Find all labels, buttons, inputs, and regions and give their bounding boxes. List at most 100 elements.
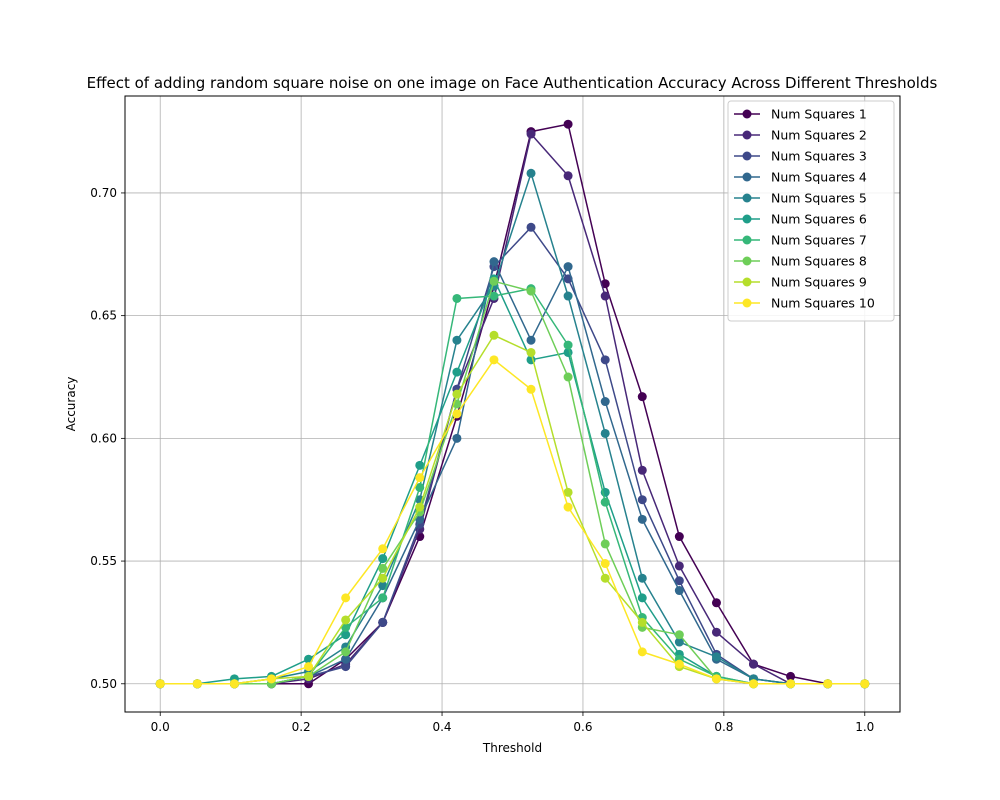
data-point xyxy=(378,544,388,554)
data-point xyxy=(600,539,610,549)
data-point xyxy=(674,576,684,586)
data-point xyxy=(304,662,314,672)
data-point xyxy=(563,372,573,382)
data-point xyxy=(600,279,610,289)
legend-entry: Num Squares 6 xyxy=(734,212,867,227)
chart-title: Effect of adding random square noise on … xyxy=(87,74,938,92)
data-point xyxy=(229,679,239,689)
data-point xyxy=(489,276,499,286)
data-point xyxy=(600,559,610,569)
legend-marker xyxy=(742,298,752,308)
data-point xyxy=(489,355,499,365)
data-point xyxy=(452,389,462,399)
legend-label: Num Squares 3 xyxy=(771,149,867,164)
data-point xyxy=(452,433,462,443)
data-point xyxy=(452,409,462,419)
axis-ticks: 0.0 0.2 0.4 0.6 0.8 1.0 0.50 0.55 0.60 0.65 0.70 xyxy=(90,186,874,734)
legend-label: Num Squares 7 xyxy=(771,233,867,248)
data-point xyxy=(378,573,388,583)
x-tick-label: 1.0 xyxy=(855,720,874,734)
series-line xyxy=(160,172,865,685)
x-tick-label: 0.6 xyxy=(573,720,592,734)
data-point xyxy=(341,593,351,603)
data-point xyxy=(563,487,573,497)
legend-label: Num Squares 2 xyxy=(771,128,867,143)
data-point xyxy=(378,563,388,573)
data-point xyxy=(378,617,388,627)
plot-area-frame xyxy=(124,95,901,713)
legend-entry: Num Squares 7 xyxy=(734,233,867,248)
series-10 xyxy=(155,355,870,689)
data-point xyxy=(526,222,536,232)
data-point xyxy=(415,460,425,470)
legend-entry: Num Squares 2 xyxy=(734,128,867,143)
data-point xyxy=(674,659,684,669)
data-point xyxy=(526,286,536,296)
data-point xyxy=(711,674,721,684)
data-point xyxy=(674,532,684,542)
legend-box xyxy=(727,100,895,322)
data-point xyxy=(823,679,833,689)
data-point xyxy=(304,671,314,681)
data-point xyxy=(600,355,610,365)
data-point xyxy=(674,630,684,640)
data-point xyxy=(600,428,610,438)
data-point xyxy=(526,384,536,394)
y-axis-label: Accuracy xyxy=(64,377,78,432)
data-point xyxy=(489,291,499,301)
data-point xyxy=(489,330,499,340)
data-point xyxy=(378,593,388,603)
data-point xyxy=(415,473,425,483)
legend: Num Squares 1 Num Squares 2 Num Squares 3 N… xyxy=(727,100,895,322)
data-point xyxy=(415,482,425,492)
data-point xyxy=(674,561,684,571)
data-point xyxy=(711,652,721,662)
y-tick-label: 0.65 xyxy=(90,309,117,323)
x-tick-label: 0.0 xyxy=(151,720,170,734)
data-point xyxy=(749,659,759,669)
data-point xyxy=(526,129,536,139)
legend-marker xyxy=(742,172,752,182)
data-point xyxy=(674,637,684,647)
y-tick-label: 0.70 xyxy=(90,186,117,200)
legend-label: Num Squares 4 xyxy=(771,170,867,185)
legend-label: Num Squares 8 xyxy=(771,254,867,269)
y-tick-label: 0.50 xyxy=(90,677,117,691)
x-axis-label: Threshold xyxy=(482,741,542,755)
data-point xyxy=(563,291,573,301)
data-point xyxy=(860,679,870,689)
legend-marker xyxy=(742,130,752,140)
data-point xyxy=(415,502,425,512)
series-line xyxy=(160,359,865,685)
data-point xyxy=(600,497,610,507)
data-point xyxy=(341,615,351,625)
data-point xyxy=(341,654,351,664)
data-point xyxy=(711,598,721,608)
data-point xyxy=(415,514,425,524)
legend-marker xyxy=(742,193,752,203)
data-point xyxy=(378,554,388,564)
data-point xyxy=(637,647,647,657)
data-point xyxy=(155,679,165,689)
legend-entry: Num Squares 9 xyxy=(734,275,867,290)
data-point xyxy=(600,573,610,583)
data-point xyxy=(526,347,536,357)
data-point xyxy=(563,171,573,181)
series-lines xyxy=(155,119,870,689)
legend-entry: Num Squares 5 xyxy=(734,191,867,206)
data-point xyxy=(563,119,573,129)
x-tick-label: 0.4 xyxy=(432,720,451,734)
data-point xyxy=(786,679,796,689)
data-point xyxy=(637,495,647,505)
legend-label: Num Squares 5 xyxy=(771,191,867,206)
legend-label: Num Squares 6 xyxy=(771,212,867,227)
data-point xyxy=(637,392,647,402)
legend-label: Num Squares 10 xyxy=(771,296,875,311)
series-5 xyxy=(155,168,870,689)
data-point xyxy=(637,514,647,524)
data-point xyxy=(489,257,499,267)
legend-label: Num Squares 1 xyxy=(771,107,867,122)
data-point xyxy=(341,647,351,657)
data-point xyxy=(341,622,351,632)
